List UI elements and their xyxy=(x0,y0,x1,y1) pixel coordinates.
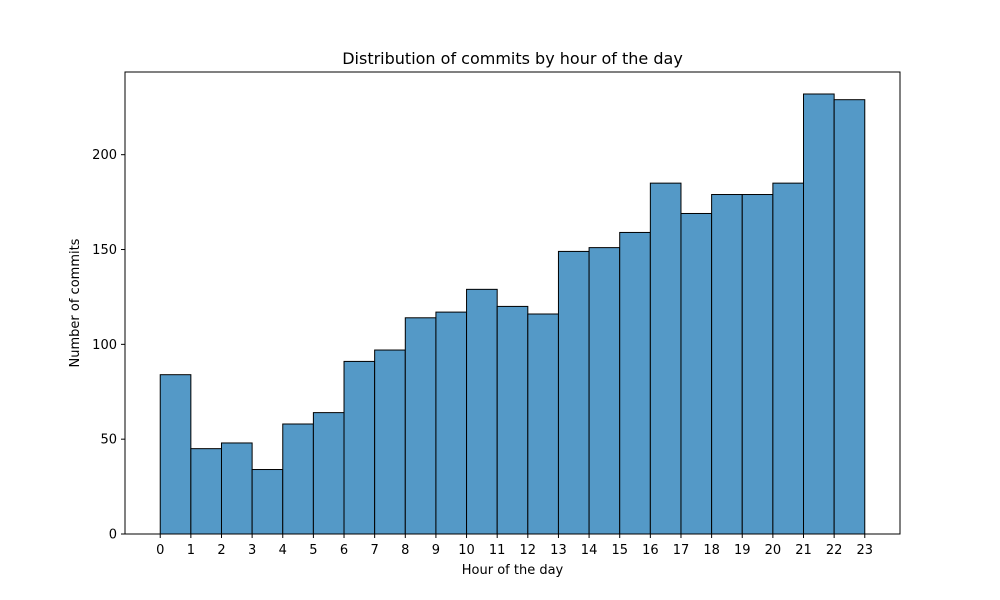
histogram-bar xyxy=(466,288,498,535)
histogram-bar xyxy=(557,250,590,535)
histogram-bar xyxy=(404,317,437,535)
y-tick-label: 0 xyxy=(109,528,117,543)
x-tick-label: 17 xyxy=(673,543,690,558)
x-axis: 0 1 2 3 4 5 6 7 8 9 10 11 12 13 14 15 16 17 18 19 20 21 22 23 xyxy=(156,534,873,558)
x-tick-label: 5 xyxy=(309,543,317,558)
histogram-bar xyxy=(680,212,713,535)
histogram-bar xyxy=(251,469,284,535)
x-tick-label: 3 xyxy=(248,543,256,558)
x-tick-label: 6 xyxy=(340,543,348,558)
histogram-bar xyxy=(282,423,314,535)
x-tick-label: 1 xyxy=(187,543,195,558)
x-tick-label: 23 xyxy=(856,543,873,558)
x-tick-label: 11 xyxy=(489,543,506,558)
histogram-bar xyxy=(711,194,743,535)
x-tick-label: 9 xyxy=(432,543,440,558)
bars-group xyxy=(159,93,866,535)
histogram-bar xyxy=(619,231,651,535)
histogram-bar xyxy=(312,412,345,535)
y-tick-label: 100 xyxy=(92,338,117,353)
y-axis-label: Number of commits xyxy=(68,238,83,367)
histogram-bar xyxy=(588,247,621,535)
y-axis: 0 50 100 150 200 xyxy=(92,148,125,543)
x-tick-label: 22 xyxy=(826,543,843,558)
x-tick-label: 2 xyxy=(217,543,225,558)
histogram-bar xyxy=(833,99,866,535)
histogram-bar xyxy=(741,194,774,535)
histogram-bar xyxy=(159,374,192,535)
histogram-bar xyxy=(649,182,682,535)
x-tick-label: 15 xyxy=(611,543,628,558)
histogram-bar xyxy=(435,311,468,535)
y-tick-label: 150 xyxy=(92,243,117,258)
x-tick-label: 20 xyxy=(765,543,782,558)
x-tick-label: 10 xyxy=(458,543,475,558)
histogram-bar xyxy=(220,442,253,535)
histogram-bar xyxy=(496,305,529,535)
histogram-bar xyxy=(343,360,376,535)
chart-title: Distribution of commits by hour of the d… xyxy=(342,49,683,68)
histogram-bar xyxy=(190,448,222,535)
x-tick-label: 8 xyxy=(401,543,409,558)
x-tick-label: 7 xyxy=(371,543,379,558)
x-tick-label: 4 xyxy=(279,543,287,558)
x-tick-label: 19 xyxy=(734,543,751,558)
x-tick-label: 0 xyxy=(156,543,164,558)
histogram-bar xyxy=(772,182,805,535)
histogram-bar xyxy=(803,93,835,535)
x-tick-label: 18 xyxy=(703,543,720,558)
plot-frame xyxy=(124,71,901,535)
histogram-bar xyxy=(374,349,406,535)
x-tick-label: 12 xyxy=(520,543,537,558)
x-tick-label: 13 xyxy=(550,543,567,558)
y-tick-label: 200 xyxy=(92,148,117,163)
y-tick-label: 50 xyxy=(100,433,117,448)
histogram-bar xyxy=(527,313,559,535)
x-tick-label: 14 xyxy=(581,543,598,558)
x-tick-label: 16 xyxy=(642,543,659,558)
x-axis-label: Hour of the day xyxy=(462,563,564,578)
x-tick-label: 21 xyxy=(795,543,812,558)
